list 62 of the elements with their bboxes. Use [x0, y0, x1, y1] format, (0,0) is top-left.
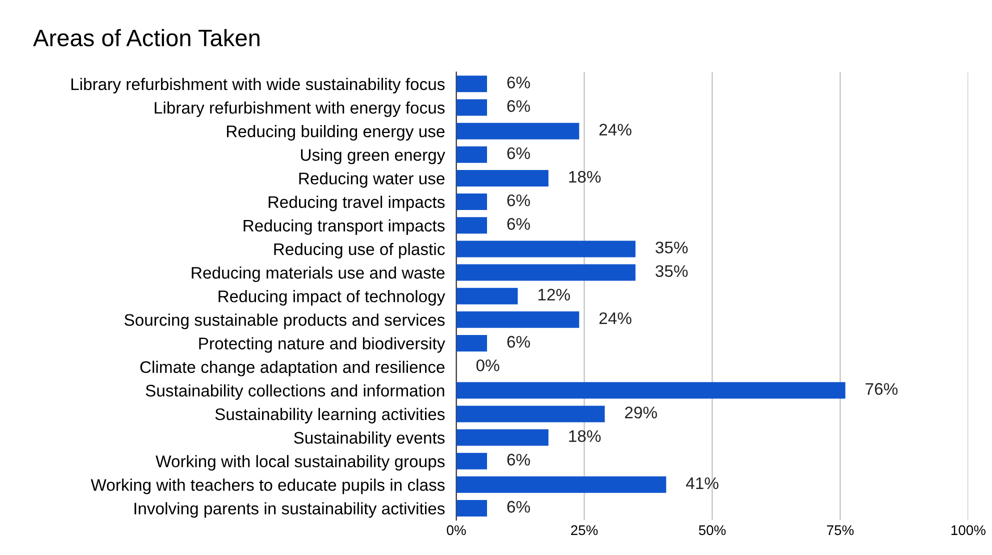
data-label: 6% — [507, 218, 530, 230]
data-label: 35% — [656, 242, 688, 254]
y-tick-label: Protecting nature and biodiversity — [199, 337, 446, 353]
data-label: 6% — [507, 147, 530, 160]
data-label: 6% — [507, 76, 530, 88]
bar — [456, 264, 636, 281]
data-label: 24% — [599, 312, 632, 324]
y-tick-label: Sourcing sustainable products and services — [124, 314, 445, 330]
y-tick-label: Reducing transport impacts — [244, 219, 445, 235]
bar — [456, 476, 666, 493]
data-label: 18% — [569, 430, 601, 442]
y-tick-label: Sustainability learning activities — [215, 408, 445, 424]
data-label: 76% — [866, 383, 898, 395]
bar — [456, 406, 605, 422]
data-label: 24% — [599, 124, 632, 136]
bar — [456, 452, 488, 470]
x-tick-label: 0% — [446, 525, 466, 536]
x-tick-label: 25% — [571, 525, 598, 536]
data-label: 18% — [569, 170, 601, 183]
bar — [456, 382, 846, 399]
data-label: 6% — [507, 194, 530, 206]
data-label: 6% — [507, 500, 530, 513]
y-tick-label: Library refurbishment with energy focus — [154, 101, 445, 118]
y-tick-label: Reducing materials use and waste — [192, 266, 444, 282]
bar — [456, 500, 488, 516]
bar — [456, 146, 488, 163]
y-tick-label: Working with teachers to educate pupils in class — [90, 478, 445, 494]
data-label: 41% — [686, 477, 718, 490]
bar — [456, 311, 580, 328]
data-label: 35% — [656, 265, 688, 277]
y-tick-label: Climate change adaptation and resilience — [140, 360, 444, 376]
y-tick-label: Working with local sustainability groups — [156, 455, 445, 471]
y-tick-label: Sustainability events — [294, 431, 445, 448]
y-tick-label: Sustainability collections and information — [146, 384, 444, 400]
x-tick-label: 50% — [698, 525, 726, 536]
x-tick-label: 100% — [951, 525, 986, 536]
bar — [456, 170, 548, 186]
data-label: 6% — [507, 454, 530, 466]
data-label: 0% — [476, 359, 500, 372]
bar — [456, 429, 548, 446]
y-tick-label: Reducing building energy use — [226, 125, 444, 141]
y-tick-label: Involving parents in sustainability activities — [134, 502, 445, 518]
bar — [456, 240, 636, 258]
y-tick-label: Reducing water use — [299, 172, 444, 188]
bar — [456, 99, 488, 116]
y-tick-label: Reducing travel impacts — [268, 196, 445, 212]
text: Areas of Action Taken — [33, 28, 260, 46]
bar — [456, 194, 488, 210]
bar — [456, 76, 488, 92]
data-label: 12% — [538, 288, 570, 300]
bar — [456, 334, 488, 352]
y-tick-label: Using green energy — [301, 148, 446, 164]
x-tick-label: 75% — [827, 525, 854, 536]
bar — [456, 217, 488, 234]
data-label: 29% — [625, 406, 657, 418]
y-tick-label: Reducing impact of technology — [218, 290, 446, 306]
y-tick-label: Reducing use of plastic — [274, 242, 445, 258]
bar — [456, 122, 580, 140]
y-tick-label: Library refurbishment with wide sustainability focus — [71, 78, 445, 94]
data-label: 6% — [507, 100, 530, 112]
bar — [456, 288, 518, 304]
data-label: 6% — [507, 336, 530, 348]
